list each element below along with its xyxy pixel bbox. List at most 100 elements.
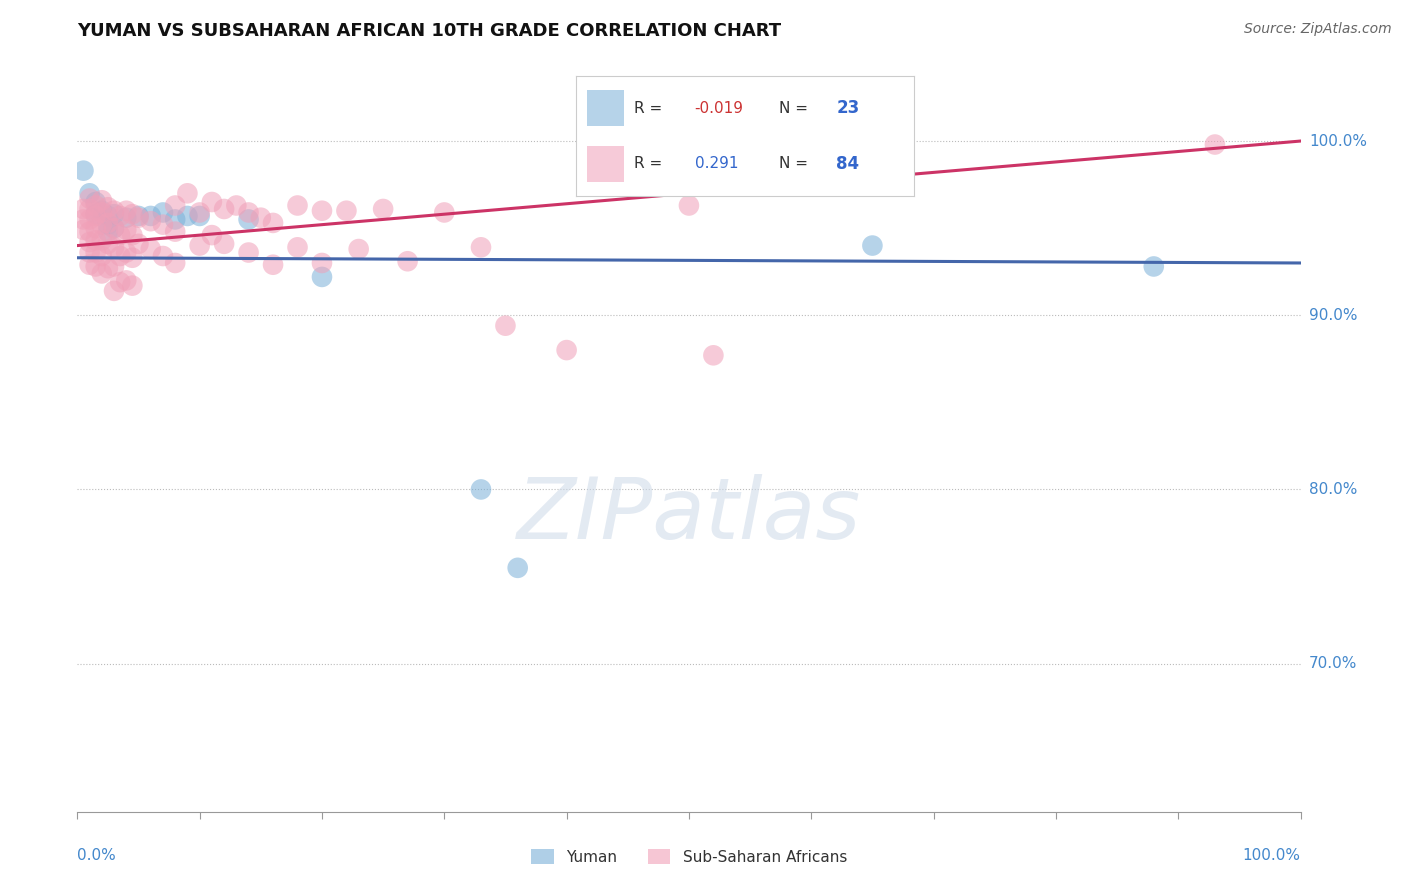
Point xyxy=(108,209,131,223)
Point xyxy=(79,235,101,249)
Point xyxy=(1143,260,1166,274)
Point xyxy=(121,228,143,243)
Point xyxy=(84,233,107,247)
Point xyxy=(84,198,107,212)
Point xyxy=(90,267,112,281)
Point xyxy=(800,137,823,152)
Text: 100.0%: 100.0% xyxy=(1243,847,1301,863)
Point xyxy=(84,207,107,221)
Point xyxy=(165,198,187,212)
Point xyxy=(139,214,162,228)
Point xyxy=(470,240,492,254)
Point xyxy=(103,240,125,254)
Point xyxy=(250,211,273,225)
Point xyxy=(347,242,370,256)
Point xyxy=(188,205,211,219)
Text: 80.0%: 80.0% xyxy=(1309,482,1357,497)
Point xyxy=(115,203,138,218)
Point xyxy=(103,221,125,235)
Point xyxy=(212,236,235,251)
Point xyxy=(79,245,101,260)
Point xyxy=(108,275,131,289)
Text: R =: R = xyxy=(634,156,672,171)
Text: N =: N = xyxy=(779,156,813,171)
Point xyxy=(165,225,187,239)
Point xyxy=(176,186,198,201)
Point xyxy=(371,202,394,216)
Point xyxy=(84,194,107,209)
Point xyxy=(90,218,112,232)
Text: -0.019: -0.019 xyxy=(695,101,744,116)
Point xyxy=(121,278,143,293)
Text: 23: 23 xyxy=(837,99,859,118)
FancyBboxPatch shape xyxy=(586,90,624,127)
Point xyxy=(72,212,94,227)
Point xyxy=(311,269,333,284)
Point xyxy=(862,238,884,252)
Point xyxy=(103,284,125,298)
Point xyxy=(79,192,101,206)
Point xyxy=(678,198,700,212)
Point xyxy=(495,318,517,333)
Point xyxy=(72,163,94,178)
Point xyxy=(72,223,94,237)
Point xyxy=(97,218,120,232)
Point xyxy=(90,233,112,247)
Point xyxy=(287,198,309,212)
Point xyxy=(79,225,101,239)
Point xyxy=(396,254,419,268)
Point xyxy=(84,209,107,223)
Point xyxy=(103,207,125,221)
Point xyxy=(165,256,187,270)
Text: 0.291: 0.291 xyxy=(695,156,738,171)
Point xyxy=(115,223,138,237)
FancyBboxPatch shape xyxy=(586,145,624,182)
Point xyxy=(79,186,101,201)
Point xyxy=(84,260,107,274)
Text: 70.0%: 70.0% xyxy=(1309,657,1357,671)
Point xyxy=(433,205,456,219)
Text: 100.0%: 100.0% xyxy=(1309,134,1367,149)
Point xyxy=(84,221,107,235)
Point xyxy=(506,561,529,575)
Point xyxy=(335,203,357,218)
Point xyxy=(103,203,125,218)
Point xyxy=(225,198,247,212)
Text: R =: R = xyxy=(634,101,666,116)
Point xyxy=(262,216,284,230)
Point xyxy=(176,209,198,223)
Text: 0.0%: 0.0% xyxy=(77,847,117,863)
Point xyxy=(152,249,174,263)
Point xyxy=(212,202,235,216)
Point xyxy=(470,483,492,497)
Point xyxy=(90,249,112,263)
Point xyxy=(90,203,112,218)
Point xyxy=(311,256,333,270)
Point xyxy=(97,216,120,230)
Point xyxy=(702,348,724,362)
Point xyxy=(115,273,138,287)
Point xyxy=(72,202,94,216)
Point xyxy=(115,211,138,225)
Point xyxy=(121,251,143,265)
Point xyxy=(90,194,112,208)
Point xyxy=(127,211,149,225)
Point xyxy=(97,225,120,239)
Legend: Yuman, Sub-Saharan Africans: Yuman, Sub-Saharan Africans xyxy=(524,843,853,871)
Point xyxy=(97,236,120,251)
Point xyxy=(84,245,107,260)
Point xyxy=(238,205,260,219)
Point xyxy=(188,238,211,252)
Point xyxy=(108,228,131,243)
Text: YUMAN VS SUBSAHARAN AFRICAN 10TH GRADE CORRELATION CHART: YUMAN VS SUBSAHARAN AFRICAN 10TH GRADE C… xyxy=(77,22,782,40)
Text: ZIPatlas: ZIPatlas xyxy=(517,474,860,558)
Point xyxy=(121,207,143,221)
Point xyxy=(311,203,333,218)
Point xyxy=(90,205,112,219)
Point xyxy=(108,249,131,263)
Text: Source: ZipAtlas.com: Source: ZipAtlas.com xyxy=(1244,22,1392,37)
Point xyxy=(103,260,125,274)
Point xyxy=(262,258,284,272)
Text: 90.0%: 90.0% xyxy=(1309,308,1357,323)
Point xyxy=(238,212,260,227)
